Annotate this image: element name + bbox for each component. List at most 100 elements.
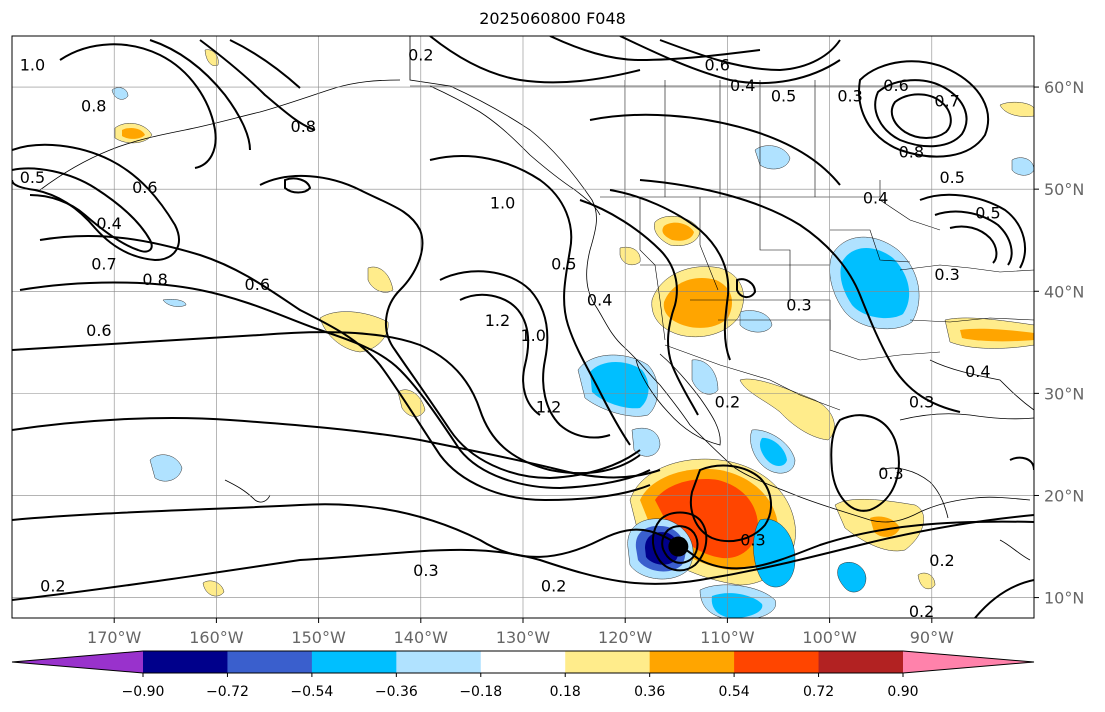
shade-positive — [662, 222, 694, 241]
colorbar-extend-low — [12, 651, 143, 673]
shade-negative — [711, 593, 763, 618]
colorbar-tick-label: −0.36 — [375, 684, 418, 700]
contour-label: 0.2 — [541, 576, 566, 595]
colorbar-extend-high — [903, 651, 1034, 673]
contour-label: 0.4 — [965, 362, 990, 381]
shade-positive — [663, 278, 732, 328]
lon-axis: 170°W 160°W 150°W 140°W 130°W 120°W 110°W 100°W… — [87, 618, 954, 647]
lon-tick-label: 90°W — [910, 628, 954, 647]
lat-tick-label: 30°N — [1044, 384, 1084, 403]
shade-positive — [122, 127, 145, 139]
lat-axis: 10°N 20°N 30°N 40°N 50°N 60°N — [1034, 78, 1084, 608]
contour-label: 0.2 — [909, 602, 934, 621]
colorbar-tick-label: 0.18 — [550, 684, 581, 700]
contour-label: 0.5 — [551, 255, 576, 274]
shade-negative — [840, 247, 910, 319]
colorbar-tick-label: 0.72 — [803, 684, 834, 700]
colorbar-tick-label: −0.54 — [290, 684, 333, 700]
shade-negative — [753, 518, 796, 588]
colorbar-segment — [649, 651, 735, 673]
contour-label: 0.3 — [740, 530, 765, 549]
shade-positive — [397, 389, 426, 417]
contour-label: 1.0 — [20, 56, 45, 75]
contour-label: 0.8 — [899, 142, 924, 161]
shade-positive — [999, 101, 1034, 117]
contour-label: 0.3 — [878, 464, 903, 483]
shade-negative — [162, 298, 187, 307]
lat-tick-label: 20°N — [1044, 486, 1084, 505]
lat-tick-label: 10°N — [1044, 589, 1084, 608]
contour-label: 0.2 — [40, 576, 65, 595]
colorbar-segment — [143, 651, 228, 673]
contour-label: 1.2 — [536, 398, 561, 417]
colorbar-segment — [818, 651, 904, 673]
colorbar-tick-label: 0.36 — [634, 684, 665, 700]
contour-label: 0.4 — [96, 214, 121, 233]
shade-negative — [759, 437, 787, 466]
lon-tick-label: 140°W — [394, 628, 449, 647]
colorbar-segment — [734, 651, 820, 673]
contour-label: 0.6 — [883, 76, 908, 95]
shade-negative — [691, 359, 719, 395]
shade-negative — [739, 310, 773, 333]
contour-label: 0.6 — [132, 178, 157, 197]
contour-label: 0.6 — [245, 275, 270, 294]
contour-label: 0.8 — [291, 117, 316, 136]
colorbar-tick-label: −0.72 — [206, 684, 249, 700]
colorbar-segment — [227, 651, 313, 673]
contour-label: 0.4 — [587, 290, 612, 309]
colorbar-tick-label: −0.18 — [459, 684, 502, 700]
contour-label: 0.4 — [863, 188, 888, 207]
shade-negative — [111, 87, 129, 100]
lon-tick-label: 160°W — [189, 628, 244, 647]
contour-label: 0.5 — [20, 168, 45, 187]
contour-label: 0.3 — [909, 393, 934, 412]
contour-label: 0.7 — [91, 255, 116, 274]
shade-negative — [149, 454, 183, 482]
lat-tick-label: 60°N — [1044, 78, 1084, 97]
colorbar-segment — [396, 651, 482, 673]
contour-label: 1.0 — [520, 326, 545, 345]
shade-positive — [319, 311, 389, 353]
colorbar: −0.90 −0.72 −0.54 −0.36 −0.18 0.18 0.36 0.54 0.7… — [11, 650, 1035, 700]
contour-label: 0.8 — [81, 96, 106, 115]
contour-label: 0.2 — [715, 393, 740, 412]
storm-center-marker — [668, 536, 689, 557]
contour-label: 0.5 — [975, 204, 1000, 223]
lon-tick-label: 130°W — [496, 628, 551, 647]
contour-label: 0.5 — [940, 168, 965, 187]
shade-positive — [960, 328, 1034, 342]
contour-label: 0.3 — [837, 86, 862, 105]
lon-tick-label: 170°W — [87, 628, 142, 647]
colorbar-tick-label: −0.90 — [122, 684, 165, 700]
contour-label: 1.2 — [485, 311, 510, 330]
shade-positive — [202, 580, 225, 597]
shade-positive — [739, 378, 835, 441]
shade-positive — [367, 266, 394, 293]
shade-negative — [1011, 157, 1034, 176]
contour-label: 0.3 — [413, 561, 438, 580]
colorbar-tick-label: 0.54 — [719, 684, 750, 700]
contour-lines — [12, 36, 1034, 618]
colorbar-segment — [565, 651, 651, 673]
shade-positive — [655, 479, 758, 559]
lat-tick-label: 40°N — [1044, 282, 1084, 301]
map-grid — [12, 36, 1034, 618]
colorbar-segment — [480, 651, 566, 673]
shade-positive — [917, 572, 936, 590]
contour-labels: 1.0 0.8 0.5 0.6 0.4 0.7 0.8 0.6 0.6 0.2 0.8 1.0 1.2 1… — [20, 45, 1001, 621]
contour-label: 0.8 — [142, 270, 167, 289]
lat-tick-label: 50°N — [1044, 180, 1084, 199]
colorbar-segment — [311, 651, 397, 673]
contour-label: 0.2 — [408, 45, 433, 64]
shade-negative — [754, 145, 791, 170]
lon-tick-label: 100°W — [802, 628, 857, 647]
colorbar-tick-label: 0.90 — [887, 684, 918, 700]
lon-tick-label: 120°W — [598, 628, 653, 647]
lon-tick-label: 150°W — [291, 628, 346, 647]
shade-positive — [204, 49, 219, 66]
shade-positive — [619, 246, 641, 266]
lon-tick-label: 110°W — [700, 628, 755, 647]
contour-label: 1.0 — [490, 193, 515, 212]
